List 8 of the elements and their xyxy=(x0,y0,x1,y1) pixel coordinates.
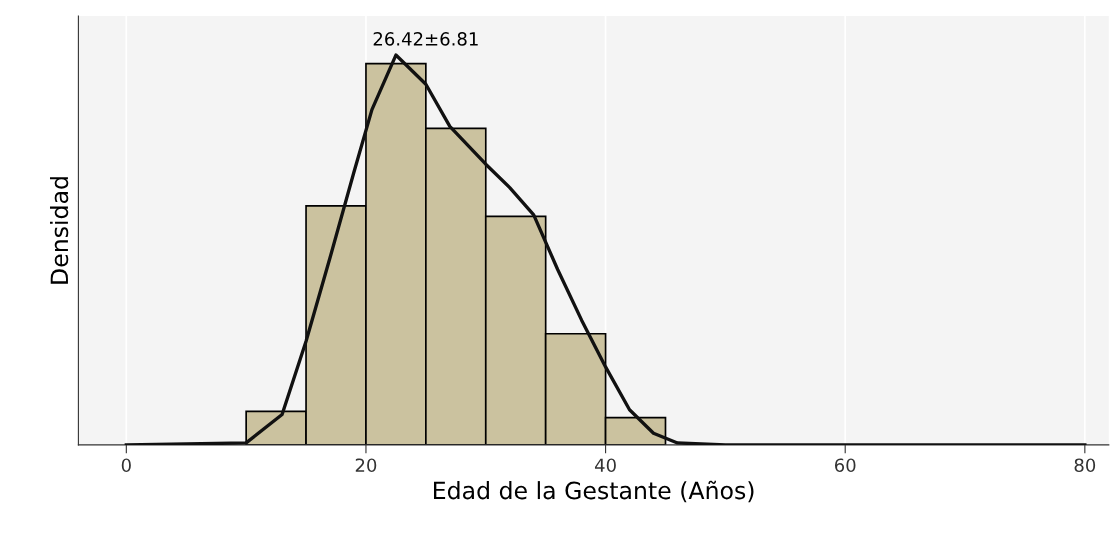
x-axis-title: Edad de la Gestante (Años) xyxy=(434,480,754,503)
x-tick-label: 60 xyxy=(834,458,856,473)
x-tick-label: 80 xyxy=(1074,458,1096,473)
x-tick-label: 0 xyxy=(121,458,131,473)
text: 26.42±6.81 xyxy=(373,32,478,46)
y-axis-title: Densidad xyxy=(49,177,69,284)
x-tick-label: 40 xyxy=(594,458,616,473)
x-tick-label: 20 xyxy=(355,458,377,473)
